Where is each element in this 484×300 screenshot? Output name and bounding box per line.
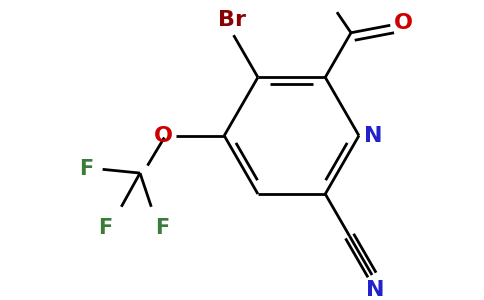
Text: N: N	[365, 280, 384, 300]
Text: N: N	[363, 126, 382, 146]
Text: Br: Br	[218, 10, 246, 30]
Text: F: F	[155, 218, 169, 238]
Text: O: O	[154, 126, 173, 146]
Text: O: O	[394, 14, 413, 33]
Text: F: F	[98, 218, 112, 238]
Text: F: F	[79, 159, 93, 179]
